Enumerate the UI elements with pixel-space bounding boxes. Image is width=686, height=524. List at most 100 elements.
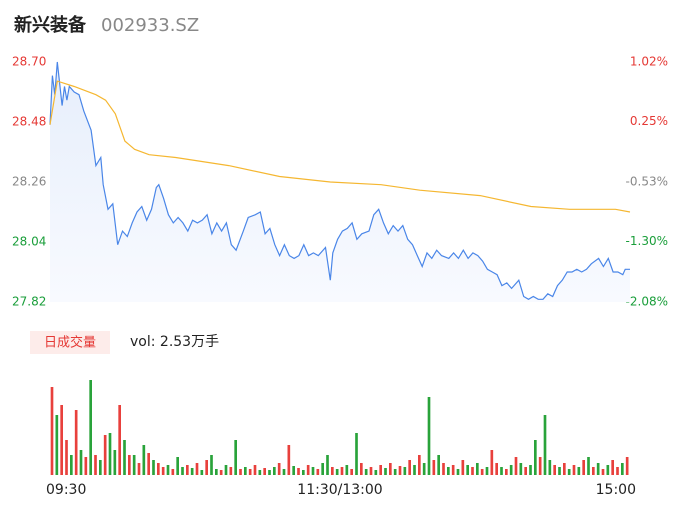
volume-bar bbox=[287, 445, 291, 475]
volume-bar bbox=[84, 457, 88, 475]
volume-title: 日成交量 bbox=[44, 335, 96, 351]
volume-bar bbox=[340, 467, 344, 475]
volume-bar bbox=[157, 463, 160, 475]
x-tick-label: 11:30/13:00 bbox=[297, 482, 382, 498]
volume-bar bbox=[500, 467, 503, 475]
volume-bar bbox=[611, 460, 614, 475]
price-line bbox=[49, 61, 630, 300]
volume-bar bbox=[437, 455, 440, 475]
volume-bar bbox=[534, 440, 537, 475]
volume-bar bbox=[596, 463, 600, 475]
volume-bar bbox=[239, 469, 242, 475]
volume-bar bbox=[432, 460, 436, 475]
volume-bar bbox=[505, 469, 508, 475]
volume-bar bbox=[292, 466, 295, 475]
volume-bar bbox=[210, 455, 213, 475]
volume-bar bbox=[253, 465, 257, 475]
volume-bar bbox=[263, 468, 266, 475]
volume-bar bbox=[485, 467, 489, 475]
volume-bar bbox=[166, 465, 170, 475]
volume-bar bbox=[422, 463, 426, 475]
volume-bar bbox=[350, 469, 353, 475]
volume-bar bbox=[577, 467, 581, 475]
y2-tick-label: -1.30% bbox=[626, 234, 668, 248]
volume-bar bbox=[379, 465, 382, 475]
volume-bar bbox=[79, 450, 83, 475]
volume-bar bbox=[215, 469, 218, 475]
volume-bar bbox=[374, 470, 378, 475]
y-tick-label: 28.26 bbox=[12, 175, 46, 189]
y2-tick-label: 1.02% bbox=[630, 55, 668, 69]
volume-bar bbox=[427, 397, 431, 475]
volume-bar bbox=[519, 463, 523, 475]
volume-bar bbox=[60, 405, 63, 475]
volume-bar bbox=[195, 463, 199, 475]
volume-bar bbox=[509, 465, 513, 475]
volume-bar bbox=[543, 415, 547, 475]
volume-bar bbox=[355, 433, 358, 475]
volume-bar bbox=[186, 465, 189, 475]
volume-bar bbox=[447, 467, 450, 475]
volume-bar bbox=[606, 465, 610, 475]
volume-bar bbox=[480, 469, 484, 475]
y-tick-label: 28.70 bbox=[12, 55, 46, 69]
volume-bar bbox=[128, 455, 131, 475]
volume-bar bbox=[302, 470, 305, 475]
volume-bar bbox=[403, 467, 407, 475]
volume-bar bbox=[200, 470, 204, 475]
volume-bar bbox=[70, 455, 73, 475]
stock-name: 新兴装备 bbox=[14, 14, 87, 36]
volume-bar bbox=[89, 380, 92, 475]
volume-bar bbox=[248, 469, 252, 475]
volume-bar bbox=[418, 455, 421, 475]
volume-bar bbox=[529, 465, 532, 475]
x-tick-label: 15:00 bbox=[596, 482, 636, 498]
volume-bar bbox=[393, 469, 397, 475]
volume-bar bbox=[297, 468, 300, 475]
volume-bar bbox=[582, 460, 585, 475]
volume-bar bbox=[587, 457, 590, 475]
volume-bar bbox=[94, 455, 97, 475]
volume-bar bbox=[471, 467, 474, 475]
y-tick-label: 28.48 bbox=[12, 115, 46, 129]
volume-bar bbox=[369, 467, 373, 475]
y2-tick-label: 0.25% bbox=[630, 114, 668, 128]
volume-bar bbox=[331, 467, 334, 475]
volume-bar bbox=[258, 470, 262, 475]
volume-bar bbox=[456, 469, 460, 475]
volume-bar bbox=[490, 450, 494, 475]
volume-bar bbox=[103, 435, 107, 475]
volume-bar bbox=[398, 466, 402, 475]
volume-bar bbox=[592, 467, 595, 475]
volume-bar bbox=[567, 469, 571, 475]
price-area bbox=[50, 62, 630, 302]
volume-bar bbox=[408, 460, 411, 475]
volume-bar bbox=[389, 463, 392, 475]
volume-bar bbox=[161, 467, 165, 475]
volume-bar bbox=[132, 455, 136, 475]
volume-bar bbox=[335, 469, 339, 475]
volume-bar bbox=[282, 469, 286, 475]
volume-bar bbox=[123, 440, 126, 475]
volume-badge bbox=[30, 331, 110, 354]
volume-summary: vol: 2.53万手 bbox=[130, 334, 219, 350]
volume-bar bbox=[277, 463, 281, 475]
volume-bar bbox=[311, 467, 315, 475]
stock-code: 002933.SZ bbox=[101, 15, 199, 36]
volume-bar bbox=[572, 465, 576, 475]
volume-bar bbox=[234, 440, 237, 475]
volume-bar bbox=[65, 440, 68, 475]
volume-bar bbox=[142, 445, 146, 475]
y2-tick-label: -2.08% bbox=[626, 295, 668, 309]
volume-bar bbox=[229, 467, 233, 475]
volume-bar bbox=[495, 463, 498, 475]
volume-bar bbox=[113, 450, 117, 475]
volume-bar bbox=[108, 433, 112, 475]
y-tick-label: 27.82 bbox=[12, 295, 46, 309]
volume-bar bbox=[563, 463, 566, 475]
volume-bar bbox=[190, 468, 194, 475]
volume-bar bbox=[181, 467, 184, 475]
volume-bar bbox=[316, 469, 320, 475]
volume-bar bbox=[476, 463, 479, 475]
